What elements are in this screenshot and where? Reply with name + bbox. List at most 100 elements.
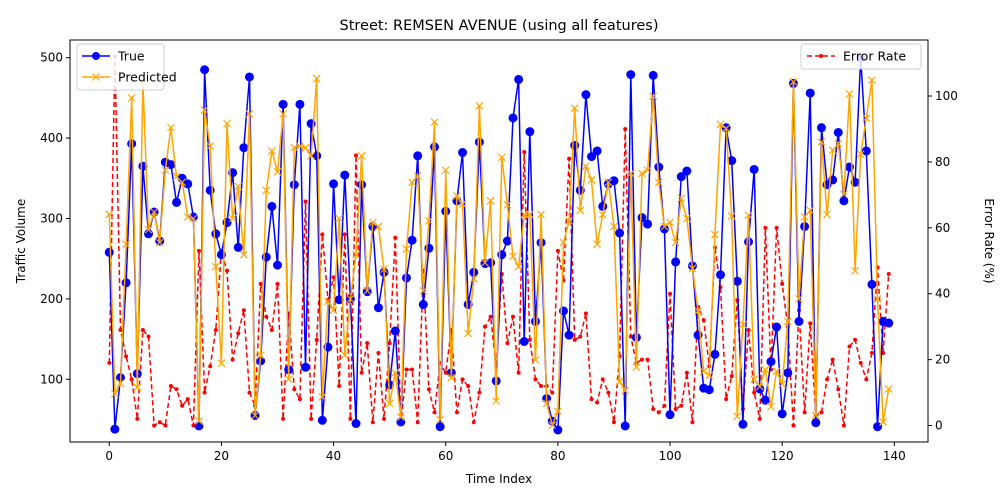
data-point-true <box>211 229 221 239</box>
data-point-predicted <box>509 252 517 261</box>
data-point-predicted <box>795 294 803 303</box>
data-point-predicted <box>800 212 809 221</box>
data-point-predicted <box>239 250 248 259</box>
data-point-predicted <box>576 206 585 215</box>
data-point-predicted <box>772 367 781 376</box>
y-tick-label: 100 <box>40 372 63 386</box>
data-point-true <box>200 65 210 75</box>
data-point-true <box>643 219 653 229</box>
data-point-predicted <box>525 210 534 219</box>
data-point-predicted <box>413 171 422 180</box>
data-point-error-rate <box>460 377 465 382</box>
data-point-error-rate <box>780 281 785 286</box>
legend-right-box <box>800 43 922 70</box>
data-point-true <box>401 273 411 283</box>
data-point-true <box>772 322 782 332</box>
data-point-error-rate <box>432 410 437 415</box>
data-point-predicted <box>402 245 411 253</box>
data-point-true <box>418 300 428 310</box>
data-point-predicted <box>267 147 276 155</box>
data-point-error-rate <box>281 416 286 421</box>
data-point-true <box>373 303 383 313</box>
data-point-predicted <box>374 222 383 231</box>
data-point-error-rate <box>309 416 314 421</box>
data-point-error-rate <box>830 357 835 362</box>
data-point-error-rate <box>589 397 594 402</box>
legend-label-predicted: Predicted <box>118 70 177 85</box>
data-point-true <box>682 166 692 176</box>
data-point-true <box>390 326 400 336</box>
data-point-predicted <box>189 214 198 223</box>
data-point-error-rate <box>763 225 768 230</box>
data-point-error-rate <box>471 420 476 425</box>
data-point-error-rate <box>107 360 112 365</box>
data-point-error-rate <box>668 291 673 296</box>
legend-marker-true <box>92 52 100 60</box>
x-tick-label: 40 <box>326 449 341 463</box>
data-point-error-rate <box>320 232 325 237</box>
x-tick-label: 20 <box>214 449 229 463</box>
data-point-predicted <box>262 186 271 195</box>
data-point-error-rate <box>202 390 207 395</box>
data-point-true <box>340 170 350 180</box>
data-point-predicted <box>324 297 332 306</box>
data-point-true <box>474 137 484 147</box>
data-point-predicted <box>806 206 815 215</box>
data-point-error-rate <box>640 357 644 362</box>
data-point-true <box>631 332 641 342</box>
data-point-predicted <box>610 222 618 231</box>
data-point-true <box>671 257 681 267</box>
data-point-error-rate <box>269 327 274 332</box>
data-point-error-rate <box>555 248 560 253</box>
data-point-error-rate <box>869 351 874 356</box>
data-point-true <box>777 409 787 419</box>
data-point-true <box>435 422 445 432</box>
data-point-error-rate <box>847 344 852 349</box>
data-point-true <box>351 419 361 429</box>
data-point-error-rate <box>415 420 420 425</box>
data-point-error-rate <box>370 420 375 425</box>
data-point-true <box>144 229 154 239</box>
data-point-predicted <box>486 196 495 205</box>
data-point-error-rate <box>886 271 891 276</box>
data-point-error-rate <box>140 327 145 332</box>
data-point-predicted <box>234 182 243 191</box>
data-point-predicted <box>217 359 226 368</box>
data-point-error-rate <box>539 383 544 388</box>
data-point-error-rate <box>382 416 387 421</box>
data-point-predicted <box>542 399 551 408</box>
data-point-predicted <box>559 238 568 247</box>
data-point-predicted <box>705 371 714 380</box>
data-point-predicted <box>851 266 860 275</box>
data-point-error-rate <box>701 318 706 323</box>
data-point-predicted <box>570 104 579 113</box>
data-point-predicted <box>346 294 355 303</box>
data-point-predicted <box>710 230 719 239</box>
data-point-error-rate <box>124 354 129 359</box>
data-point-predicted <box>531 356 540 364</box>
data-point-error-rate <box>454 410 459 415</box>
data-point-true <box>233 242 243 252</box>
data-point-true <box>710 349 720 359</box>
data-point-predicted <box>441 166 450 175</box>
data-point-error-rate <box>808 321 813 326</box>
data-point-error-rate <box>225 268 230 273</box>
data-point-predicted <box>845 89 854 98</box>
data-point-predicted <box>621 386 630 395</box>
data-point-true <box>637 213 647 223</box>
data-point-predicted <box>385 399 394 408</box>
data-point-predicted <box>396 413 405 422</box>
data-point-true <box>598 201 608 211</box>
data-point-predicted <box>682 214 691 223</box>
data-point-predicted <box>660 222 669 231</box>
data-point-true <box>839 196 849 206</box>
data-point-predicted <box>127 93 136 102</box>
data-point-predicted <box>643 166 652 175</box>
data-point-error-rate <box>258 281 263 286</box>
data-point-error-rate <box>488 314 493 319</box>
data-point-predicted <box>307 151 316 160</box>
data-point-true <box>536 238 546 248</box>
data-point-predicted <box>340 351 349 360</box>
data-point-error-rate <box>354 153 358 158</box>
